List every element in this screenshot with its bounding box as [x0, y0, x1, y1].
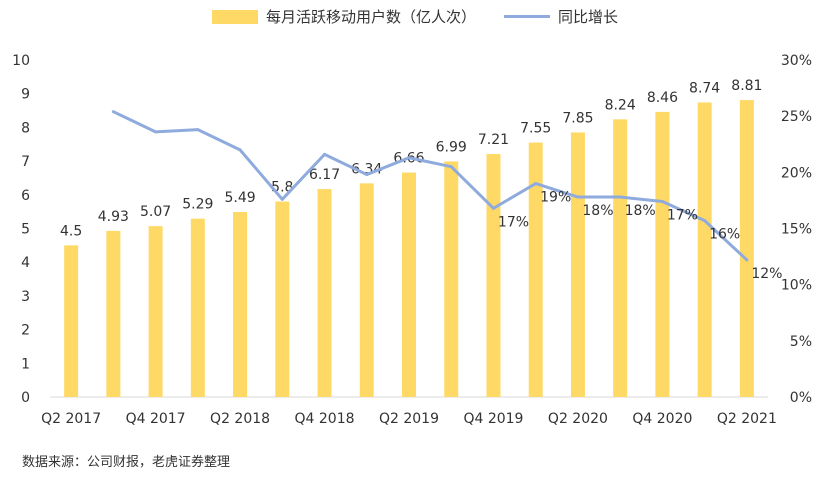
bar: [275, 201, 290, 397]
y-left-tick-label: 10: [12, 53, 30, 69]
bar-data-label: 8.74: [689, 80, 720, 96]
bar: [233, 211, 248, 397]
legend-bar-swatch: [211, 9, 258, 24]
bar-data-label: 5.29: [182, 197, 213, 213]
bar: [697, 102, 712, 397]
bar: [148, 226, 163, 397]
x-tick-label: Q2 2019: [379, 411, 439, 427]
growth-data-label: 17%: [667, 208, 698, 224]
growth-data-label: 18%: [625, 203, 656, 219]
bar: [739, 100, 754, 397]
y-left-tick-label: 4: [21, 255, 30, 271]
x-tick-label: Q2 2018: [210, 411, 270, 427]
y-left-tick-label: 0: [21, 390, 30, 406]
bar-data-label: 8.24: [605, 97, 636, 113]
growth-data-label: 18%: [582, 203, 613, 219]
y-right-tick-label: 0%: [790, 390, 812, 406]
legend-line-label: 同比增长: [558, 8, 619, 26]
y-left-tick-label: 6: [21, 188, 30, 204]
growth-point: [407, 156, 411, 160]
growth-point: [703, 219, 707, 223]
growth-point: [618, 195, 622, 199]
bar-data-label: 5.07: [140, 204, 171, 220]
x-tick-label: Q2 2020: [548, 411, 608, 427]
legend-item-bar: 每月活跃移动用户数（亿人次）: [211, 6, 476, 27]
growth-point: [449, 165, 453, 169]
x-tick-label: Q4 2019: [463, 411, 523, 427]
y-right-tick-label: 30%: [781, 53, 812, 69]
bar-data-label: 4.5: [60, 223, 82, 239]
x-tick-label: Q2 2017: [41, 411, 101, 427]
bar-data-label: 7.21: [478, 132, 509, 148]
growth-data-label: 17%: [498, 214, 529, 230]
legend-item-line: 同比增长: [504, 6, 618, 27]
y-left-tick-label: 8: [21, 120, 30, 136]
x-tick-label: Q4 2020: [632, 411, 692, 427]
growth-data-label: 16%: [709, 227, 740, 243]
bar-data-label: 7.85: [562, 110, 593, 126]
bar-data-label: 6.17: [309, 167, 340, 183]
x-tick-label: Q2 2021: [717, 411, 777, 427]
growth-point: [745, 258, 749, 262]
y-right-tick-label: 10%: [781, 278, 812, 294]
x-tick-label: Q4 2017: [126, 411, 186, 427]
legend-bar-label: 每月活跃移动用户数（亿人次）: [265, 8, 476, 26]
growth-point: [660, 200, 664, 204]
bar: [570, 132, 585, 397]
growth-point: [280, 197, 284, 201]
growth-data-label: 19%: [540, 190, 571, 206]
bar: [359, 183, 374, 397]
y-right-tick-label: 25%: [781, 109, 812, 125]
bar: [444, 161, 459, 397]
growth-point: [576, 195, 580, 199]
bar: [106, 230, 121, 397]
source-note: 数据来源：公司财报，老虎证券整理: [22, 455, 231, 470]
growth-point: [365, 173, 369, 177]
legend-line-swatch: [504, 15, 550, 18]
growth-point: [323, 152, 327, 156]
y-left-tick-label: 2: [21, 323, 30, 339]
growth-point: [534, 182, 538, 186]
bar: [486, 154, 501, 397]
chart-legend: 每月活跃移动用户数（亿人次） 同比增长: [0, 6, 830, 27]
y-right-tick-label: 20%: [781, 165, 812, 181]
y-left-tick-label: 9: [21, 87, 30, 103]
bar-data-label: 4.93: [98, 209, 129, 225]
bar-data-label: 8.46: [647, 90, 678, 106]
y-left-tick-label: 7: [21, 154, 30, 170]
growth-point: [491, 206, 495, 210]
bar-data-label: 6.34: [351, 161, 382, 177]
bar: [317, 189, 332, 397]
bar: [190, 218, 205, 397]
x-tick-label: Q4 2018: [295, 411, 355, 427]
bar: [528, 142, 543, 397]
y-left-tick-label: 3: [21, 289, 30, 305]
bar: [655, 111, 670, 397]
bar-data-label: 7.55: [520, 121, 551, 137]
bar: [402, 172, 416, 397]
y-left-tick-label: 1: [21, 356, 30, 372]
growth-point: [196, 128, 200, 132]
growth-point: [238, 148, 242, 152]
growth-point: [111, 110, 115, 114]
growth-point: [154, 130, 158, 134]
y-right-tick-label: 15%: [781, 222, 812, 238]
bar: [64, 245, 79, 397]
y-left-tick-label: 5: [21, 222, 30, 238]
bar-data-label: 5.49: [224, 190, 255, 206]
bar: [613, 119, 628, 397]
bar-data-label: 6.99: [436, 139, 467, 155]
y-right-tick-label: 5%: [790, 334, 812, 350]
growth-data-label: 12%: [751, 266, 782, 282]
bar-data-label: 8.81: [731, 78, 762, 94]
growth-line: [112, 110, 748, 262]
